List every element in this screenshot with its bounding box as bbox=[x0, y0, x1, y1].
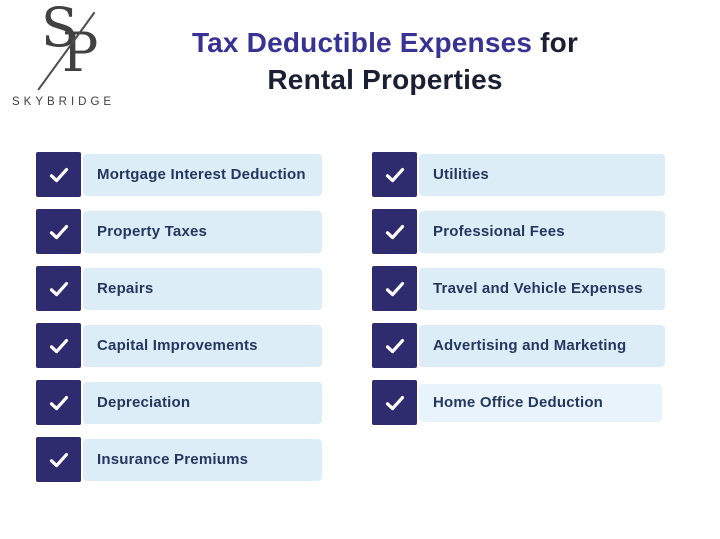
checklist-item: Property Taxes bbox=[36, 209, 322, 254]
item-label: Depreciation bbox=[83, 381, 322, 424]
check-icon bbox=[49, 281, 68, 296]
check-icon bbox=[49, 452, 68, 467]
checklist-item: Travel and Vehicle Expenses bbox=[372, 266, 665, 311]
checkbox bbox=[372, 266, 417, 311]
checkbox bbox=[372, 209, 417, 254]
checklist-item: Mortgage Interest Deduction bbox=[36, 152, 322, 197]
skybridge-logo: S P SKYBRIDGE bbox=[12, 0, 144, 118]
title-line2: Rental Properties bbox=[267, 64, 503, 95]
checkbox bbox=[36, 437, 81, 482]
check-icon bbox=[385, 167, 404, 182]
item-label: Advertising and Marketing bbox=[419, 324, 665, 367]
title-highlight: Tax Deductible Expenses bbox=[191, 27, 533, 58]
item-label: Property Taxes bbox=[83, 210, 322, 253]
checklist-item: Advertising and Marketing bbox=[372, 323, 665, 368]
item-label: Capital Improvements bbox=[83, 324, 322, 367]
checklist-left-column: Mortgage Interest Deduction Property Tax… bbox=[36, 152, 322, 494]
checkbox bbox=[372, 152, 417, 197]
checkbox bbox=[36, 380, 81, 425]
checklist-item: Utilities bbox=[372, 152, 665, 197]
checklist-item: Insurance Premiums bbox=[36, 437, 322, 482]
checkbox bbox=[372, 380, 417, 425]
check-icon bbox=[385, 395, 404, 410]
check-icon bbox=[49, 338, 68, 353]
checklist-item: Professional Fees bbox=[372, 209, 665, 254]
checkbox bbox=[36, 266, 81, 311]
checklist-item: Home Office Deduction bbox=[372, 380, 665, 425]
item-label: Mortgage Interest Deduction bbox=[83, 153, 322, 196]
check-icon bbox=[49, 224, 68, 239]
logo-wordmark: SKYBRIDGE bbox=[12, 96, 116, 108]
checkbox bbox=[36, 152, 81, 197]
item-label: Insurance Premiums bbox=[83, 438, 322, 481]
logo-monogram-s: S bbox=[41, 0, 78, 59]
checklist-item: Capital Improvements bbox=[36, 323, 322, 368]
check-icon bbox=[385, 338, 404, 353]
item-label: Utilities bbox=[419, 153, 665, 196]
checklist-item: Repairs bbox=[36, 266, 322, 311]
item-label: Repairs bbox=[83, 267, 322, 310]
title-suffix: for bbox=[532, 27, 579, 58]
item-label: Professional Fees bbox=[419, 210, 665, 253]
check-icon bbox=[49, 395, 68, 410]
logo-monogram-p: P bbox=[62, 21, 99, 84]
check-icon bbox=[49, 167, 68, 182]
checkbox bbox=[372, 323, 417, 368]
check-icon bbox=[385, 281, 404, 296]
item-label: Home Office Deduction bbox=[419, 383, 662, 422]
check-icon bbox=[385, 224, 404, 239]
checklist-item: Depreciation bbox=[36, 380, 322, 425]
item-label: Travel and Vehicle Expenses bbox=[419, 267, 665, 310]
checkbox bbox=[36, 323, 81, 368]
checklist-right-column: Utilities Professional Fees Travel and V… bbox=[372, 152, 665, 437]
page-title: Tax Deductible Expenses for Rental Prope… bbox=[150, 24, 620, 98]
checkbox bbox=[36, 209, 81, 254]
